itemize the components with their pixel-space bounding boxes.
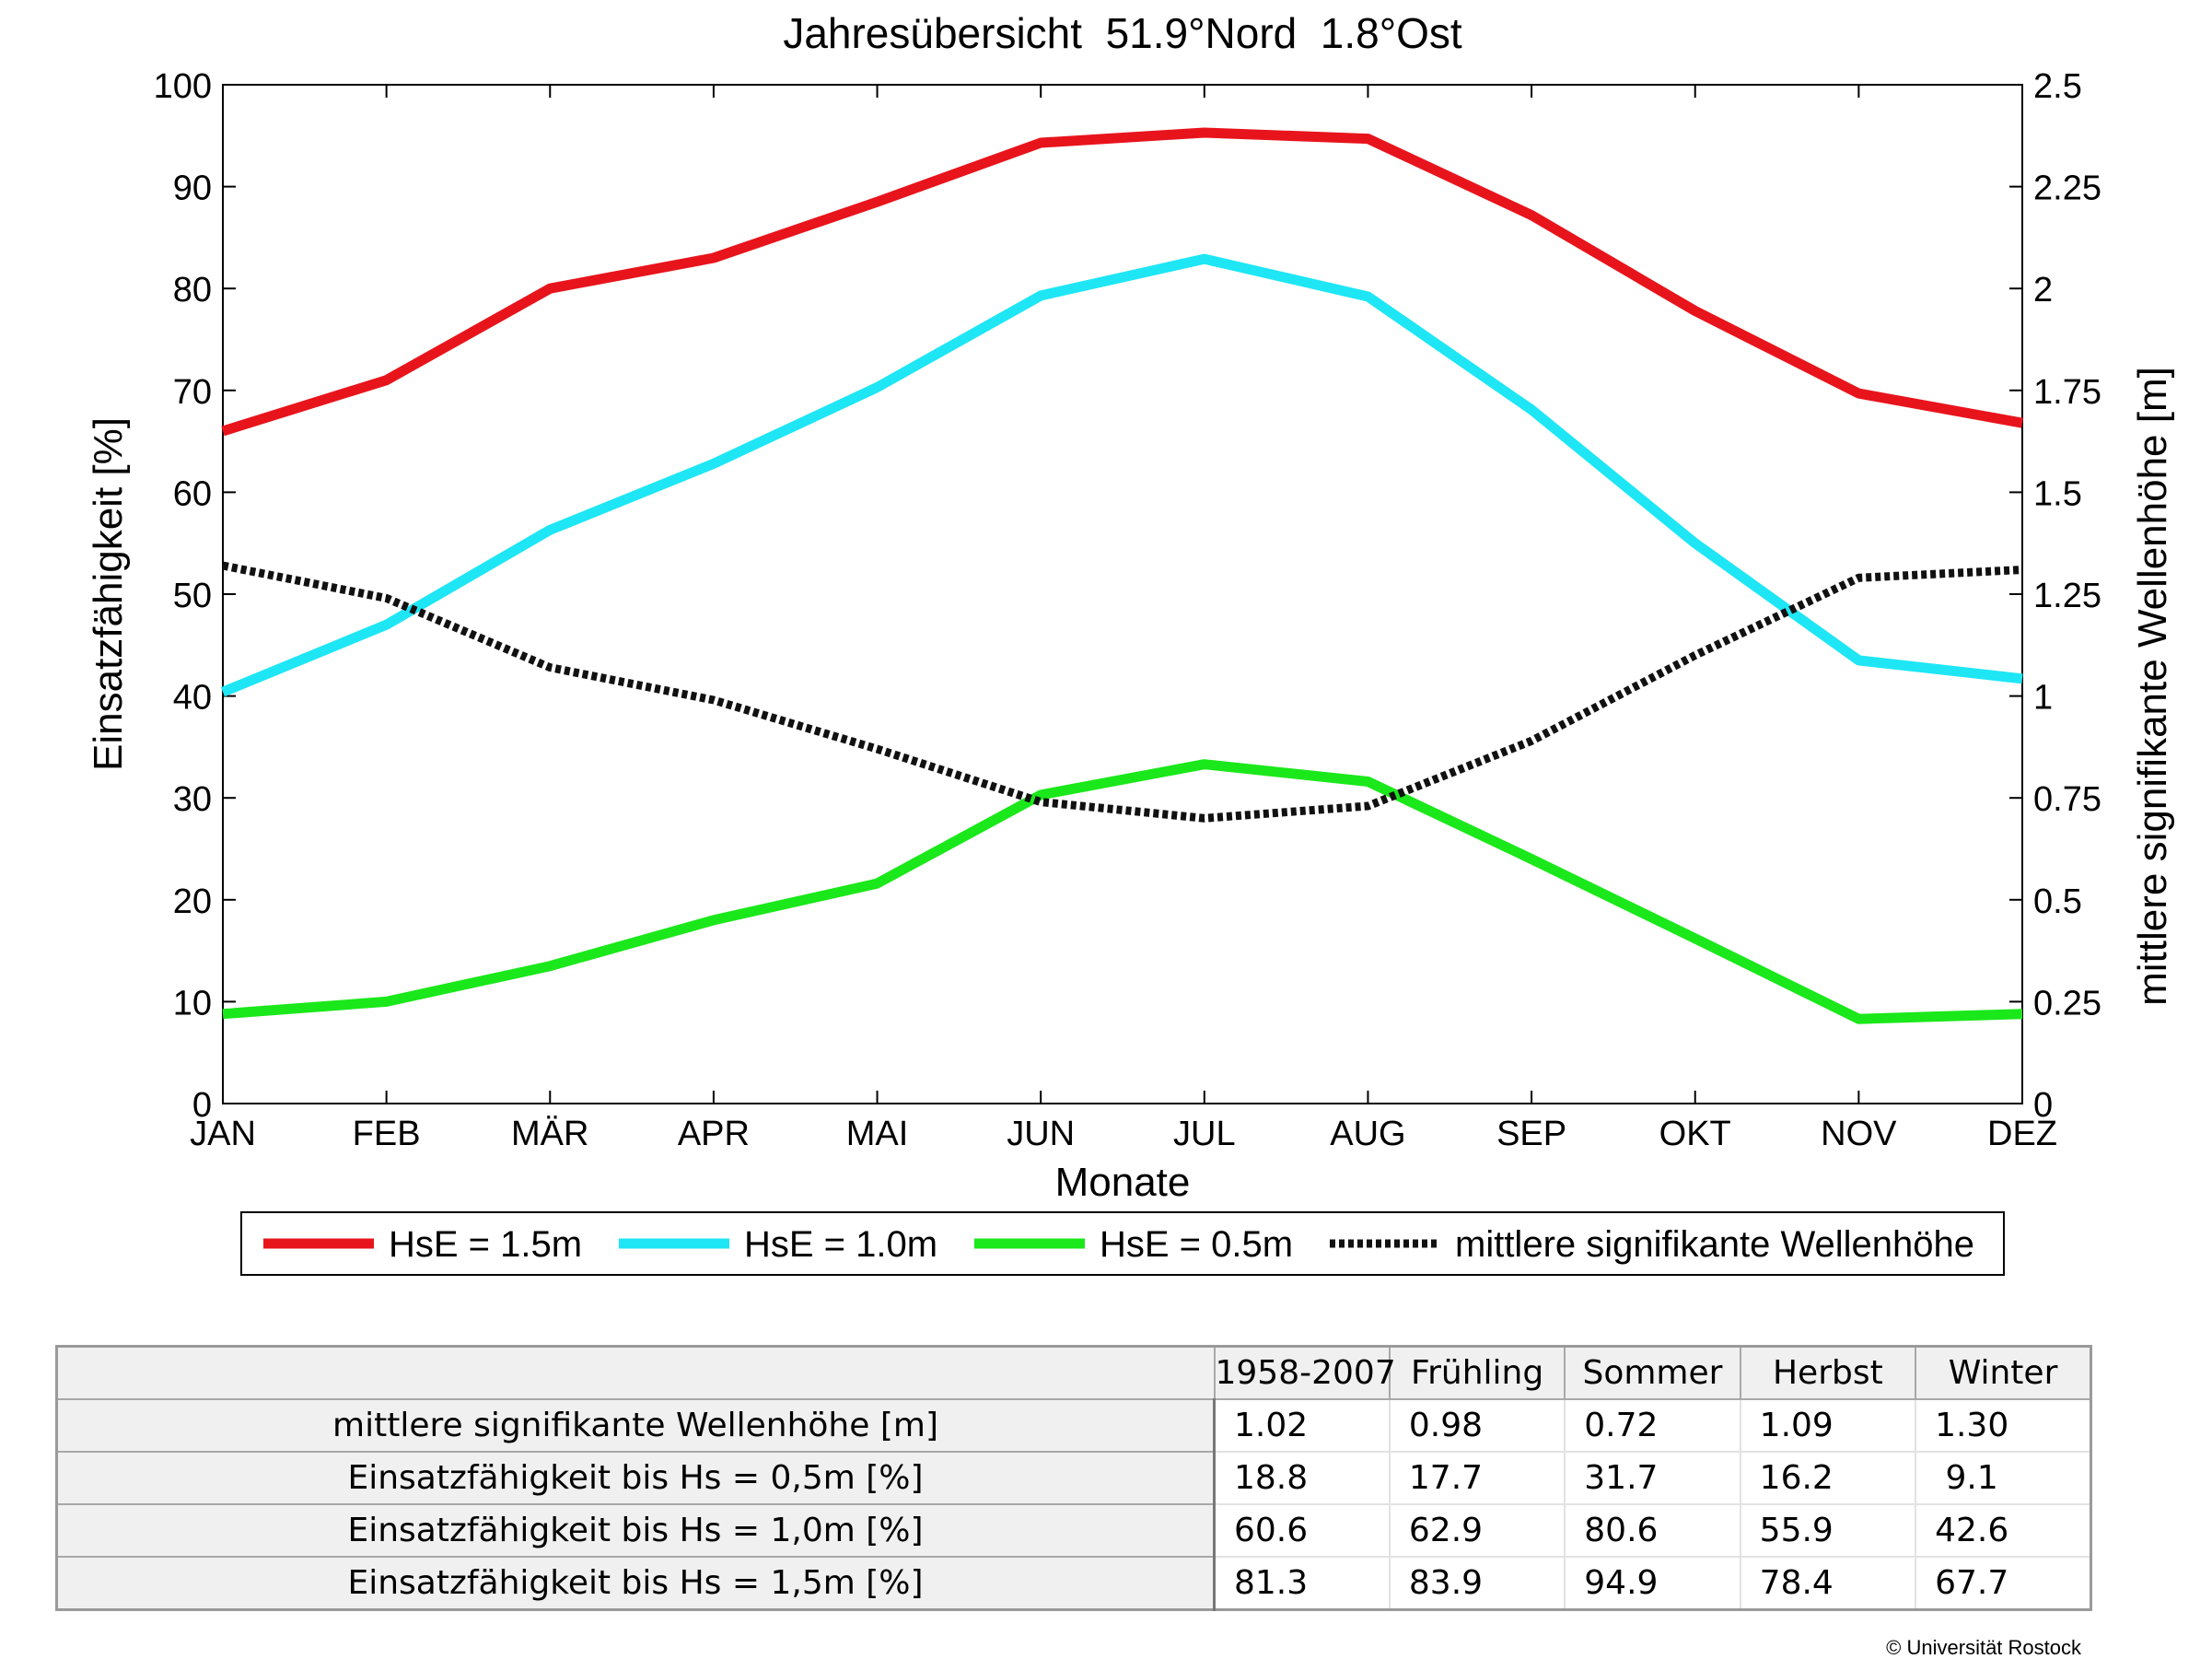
table-cell: 1.09 (1739, 1398, 1917, 1453)
legend-box (240, 1211, 2005, 1276)
x-tick-label: JUL (1173, 1115, 1236, 1153)
series-line (222, 759, 2023, 1024)
y-tick-label: 80 (173, 271, 212, 310)
y-tick-label: 60 (173, 474, 212, 513)
table-cell: 16.2 (1739, 1451, 1917, 1505)
x-tick-label: DEZ (1987, 1115, 2057, 1153)
table-cell: 83.9 (1388, 1556, 1566, 1611)
table-row: Einsatzfähigkeit bis Hs = 1,0m [%] 60.6 … (55, 1503, 2092, 1558)
table-cell: 42.6 (1915, 1503, 2092, 1558)
table-row: mittlere signifikante Wellenhöhe [m] 1.0… (55, 1398, 2092, 1453)
x-tick-label: APR (678, 1115, 750, 1153)
row-label: Einsatzfähigkeit bis Hs = 1,0m [%] (55, 1503, 1216, 1558)
x-tick-label: MAI (846, 1115, 909, 1153)
y2-tick-label: 0 (2033, 1086, 2053, 1125)
x-tick-label: SEP (1496, 1115, 1566, 1153)
table-cell: 0.98 (1388, 1398, 1566, 1453)
table-cell: 94.9 (1564, 1556, 1741, 1611)
x-tick-label: NOV (1821, 1115, 1897, 1153)
y-tick-label: 90 (173, 169, 212, 208)
legend-label: HsE = 1.5m (389, 1224, 582, 1265)
summary-table: 1958-2007 Frühling Sommer Herbst Winter … (55, 1345, 2092, 1611)
x-tick-label: JAN (190, 1115, 256, 1153)
y-tick-label: 30 (173, 780, 212, 819)
y-tick-label: 50 (173, 577, 212, 615)
series-line (222, 561, 2023, 823)
table-cell: 67.7 (1915, 1556, 2092, 1611)
y2-tick-label: 1.25 (2033, 577, 2101, 615)
y2-tick-label: 2 (2033, 271, 2053, 310)
y2-tick-label: 0.25 (2033, 984, 2101, 1022)
table-cell: 17.7 (1388, 1451, 1566, 1505)
series-line (221, 127, 2023, 437)
table-header-row: 1958-2007 Frühling Sommer Herbst Winter (55, 1345, 2092, 1400)
y-axis-label: Einsatzfähigkeit [%] (86, 417, 131, 771)
y-tick-label: 20 (173, 882, 212, 921)
column-header: Frühling (1388, 1345, 1566, 1400)
y-tick-label: 0 (192, 1086, 212, 1125)
x-tick-label: JUN (1007, 1115, 1075, 1153)
y2-tick-label: 2.25 (2033, 169, 2101, 208)
series-line (220, 253, 2023, 697)
column-header: 1958-2007 (1213, 1345, 1396, 1400)
y2-tick-label: 1.5 (2033, 474, 2082, 513)
table-row: Einsatzfähigkeit bis Hs = 0,5m [%] 18.8 … (55, 1451, 2092, 1505)
chart-area: Jahresübersicht 51.9°Nord 1.8°Ost 0 10 20 30… (86, 9, 2175, 1276)
y-tick-label: 10 (173, 984, 212, 1022)
table-cell: 80.6 (1564, 1503, 1741, 1558)
table-cell: 1.30 (1915, 1398, 2092, 1453)
row-label: mittlere signifikante Wellenhöhe [m] (55, 1398, 1216, 1453)
table-row: Einsatzfähigkeit bis Hs = 1,5m [%] 81.3 … (55, 1556, 2092, 1611)
legend-label: mittlere signifikante Wellenhöhe (1455, 1224, 1974, 1265)
table-cell: 60.6 (1213, 1503, 1391, 1558)
table-cell: 1.02 (1213, 1398, 1391, 1453)
chart-title: Jahresübersicht 51.9°Nord 1.8°Ost (783, 9, 1462, 57)
y2-tick-label: 2.5 (2033, 67, 2082, 106)
table-cell: 62.9 (1388, 1503, 1566, 1558)
table-cell: 81.3 (1213, 1556, 1391, 1611)
legend-label: HsE = 0.5m (1100, 1224, 1293, 1265)
x-tick-label: AUG (1330, 1115, 1405, 1153)
x-tick-label: MÄR (511, 1115, 588, 1153)
y2-axis-label: mittlere signifikante Wellenhöhe [m] (2130, 367, 2175, 1006)
table-cell: 18.8 (1213, 1451, 1391, 1505)
y2-tick-label: 1.75 (2033, 373, 2101, 412)
table-cell: 0.72 (1564, 1398, 1741, 1453)
column-header: Sommer (1564, 1345, 1741, 1400)
column-header: Herbst (1739, 1345, 1917, 1400)
row-label: Einsatzfähigkeit bis Hs = 1,5m [%] (55, 1556, 1216, 1611)
x-tick-label: OKT (1659, 1115, 1731, 1153)
copyright-notice: © Universität Rostock (1886, 1636, 2081, 1659)
x-tick-label: FEB (353, 1115, 421, 1153)
x-axis-label: Monate (1055, 1160, 1191, 1205)
table-corner-cell (55, 1345, 1216, 1400)
y-tick-label: 100 (154, 67, 212, 106)
y2-tick-label: 0.75 (2033, 780, 2101, 819)
legend-label: HsE = 1.0m (744, 1224, 937, 1265)
table-cell: 78.4 (1739, 1556, 1917, 1611)
table-cell: 31.7 (1564, 1451, 1741, 1505)
column-header: Winter (1915, 1345, 2092, 1400)
y-tick-label: 40 (173, 679, 212, 718)
y-tick-label: 70 (173, 373, 212, 412)
y2-tick-label: 0.5 (2033, 882, 2082, 921)
y2-tick-label: 1 (2033, 679, 2053, 718)
table-cell: 9.1 (1915, 1451, 2092, 1505)
row-label: Einsatzfähigkeit bis Hs = 0,5m [%] (55, 1451, 1216, 1505)
table-cell: 55.9 (1739, 1503, 1917, 1558)
wave-height-chart: Jahresübersicht 51.9°Nord 1.8°Ost0102030… (86, 9, 2175, 1276)
plot-frame (222, 84, 2023, 1104)
